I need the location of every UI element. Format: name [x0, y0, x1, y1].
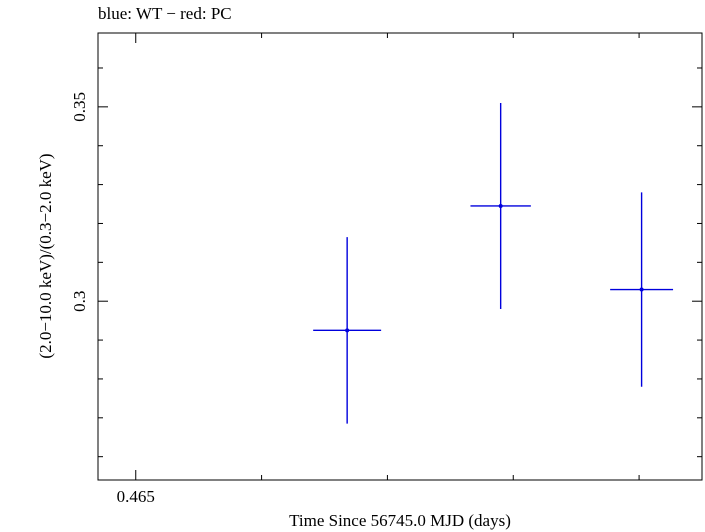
data-points [313, 102, 674, 424]
data-point-0 [313, 237, 382, 424]
chart-title: blue: WT − red: PC [98, 4, 232, 23]
point-marker [639, 287, 644, 292]
data-point-2 [610, 192, 674, 387]
data-point-1 [470, 102, 531, 309]
plot-frame [97, 32, 703, 481]
y-tick-label-0: 0.3 [70, 291, 89, 312]
point-marker [345, 328, 350, 333]
point-marker [498, 203, 503, 208]
x-axis-label: Time Since 56745.0 MJD (days) [289, 511, 511, 530]
y-tick-label-1: 0.35 [70, 92, 89, 122]
y-axis-label: (2.0−10.0 keV)/(0.3−2.0 keV) [36, 153, 55, 358]
x-tick-label-0: 0.465 [117, 487, 155, 506]
